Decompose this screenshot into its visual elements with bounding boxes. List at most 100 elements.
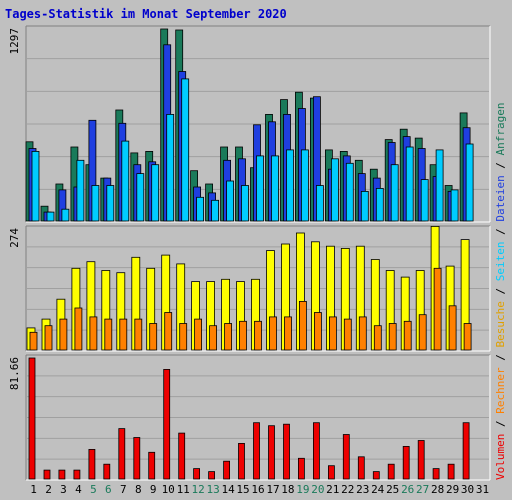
bar-seiten-day-18 [286, 149, 294, 222]
bar-volumen-day-23 [357, 456, 365, 480]
bar-volumen-day-8 [133, 437, 141, 480]
bar-seiten-day-30 [465, 143, 474, 222]
x-tick-label: 2 [45, 483, 52, 496]
panel-top: 1297 [8, 25, 491, 223]
x-tick-label: 16 [251, 483, 264, 496]
bar-seiten-day-19 [300, 149, 309, 222]
bar-volumen-day-6 [103, 463, 111, 480]
bar-volumen-day-21 [327, 465, 335, 480]
bar-rechner-day-21 [328, 316, 337, 351]
x-tick-label: 24 [371, 483, 385, 496]
x-tick-label: 9 [150, 483, 157, 496]
bar-volumen-day-27 [417, 440, 425, 480]
x-tick-label: 28 [431, 483, 444, 496]
x-tick-label: 21 [326, 483, 339, 496]
legend-item-volumen: Volumen [494, 434, 507, 480]
bar-seiten-day-26 [405, 146, 414, 222]
bar-rechner-day-13 [209, 325, 218, 351]
bar-rechner-day-11 [179, 323, 188, 351]
bar-volumen-day-28 [432, 468, 440, 480]
legend-item-rechner: Rechner [494, 367, 507, 414]
bar-seiten-day-13 [211, 199, 220, 222]
panel-bottom: 81.66 [8, 354, 491, 481]
bar-volumen-day-12 [193, 468, 201, 480]
bar-volumen-day-13 [208, 471, 216, 480]
legend-separator: / [494, 222, 507, 242]
bar-volumen-day-16 [253, 422, 260, 480]
legend-separator: / [494, 414, 507, 434]
bar-rechner-day-20 [313, 312, 322, 351]
bar-volumen-day-17 [268, 425, 275, 480]
bar-rechner-day-18 [284, 316, 292, 351]
bar-seiten-day-10 [166, 114, 175, 222]
bar-rechner-day-10 [164, 312, 173, 351]
bar-volumen-day-3 [58, 469, 66, 480]
x-tick-label: 10 [162, 483, 175, 496]
legend-separator: / [494, 348, 507, 368]
bar-volumen-day-30 [462, 422, 470, 480]
x-tick-label: 30 [461, 483, 474, 496]
x-tick-label: 5 [90, 483, 97, 496]
bar-rechner-day-25 [388, 323, 397, 351]
bar-rechner-day-8 [134, 318, 143, 351]
x-tick-label: 22 [341, 483, 354, 496]
bar-seiten-day-22 [345, 162, 354, 222]
x-tick-label: 20 [311, 483, 324, 496]
bar-rechner-day-23 [358, 316, 367, 351]
series-volumen [28, 357, 470, 480]
bar-seiten-day-1 [31, 150, 40, 222]
chart-panels: 1297 274 81.66 [8, 25, 491, 481]
bar-volumen-day-15 [238, 442, 245, 480]
bar-volumen-day-29 [447, 463, 455, 480]
bar-rechner-day-9 [149, 323, 158, 351]
x-tick-label: 15 [236, 483, 249, 496]
bar-rechner-day-24 [373, 325, 382, 351]
bar-seiten-day-9 [151, 164, 160, 222]
bar-volumen-day-20 [312, 422, 320, 480]
x-tick-label: 26 [401, 483, 414, 496]
x-tick-label: 23 [356, 483, 369, 496]
bar-volumen-day-10 [163, 368, 171, 480]
bar-volumen-day-18 [283, 423, 290, 480]
bar-seiten-day-5 [91, 185, 100, 222]
x-tick-label: 18 [281, 483, 294, 496]
bar-seiten-day-24 [375, 187, 384, 222]
bar-rechner-day-28 [433, 267, 442, 351]
bar-rechner-day-14 [224, 323, 233, 351]
legend-item-seiten: Seiten [494, 242, 507, 282]
bar-seiten-day-7 [121, 140, 130, 222]
bar-volumen-day-7 [118, 428, 126, 480]
bar-seiten-day-16 [256, 155, 264, 222]
bar-seiten-day-25 [390, 164, 399, 222]
chart-legend: Volumen / Rechner / Besuche / Seiten / D… [494, 102, 507, 480]
bar-volumen-day-26 [402, 445, 410, 480]
x-tick-label: 6 [105, 483, 112, 496]
bar-seiten-day-29 [450, 189, 459, 222]
chart-title: Tages-Statistik im Monat September 2020 [5, 7, 287, 21]
x-tick-label: 29 [446, 483, 459, 496]
legend-separator: / [494, 155, 507, 175]
bar-seiten-day-20 [315, 185, 324, 222]
series-rechner [29, 267, 472, 351]
bar-rechner-day-30 [463, 323, 472, 351]
bar-volumen-day-14 [223, 460, 231, 480]
bar-rechner-day-2 [44, 325, 53, 351]
bar-seiten-day-2 [46, 211, 55, 222]
x-tick-label: 8 [135, 483, 142, 496]
x-tick-label: 17 [266, 483, 279, 496]
y-max-label: 274 [8, 228, 21, 248]
x-tick-label: 31 [476, 483, 489, 496]
x-tick-label: 25 [386, 483, 399, 496]
x-tick-label: 4 [75, 483, 82, 496]
bar-seiten-day-11 [181, 78, 190, 222]
y-max-label: 1297 [8, 28, 21, 55]
bar-rechner-day-15 [239, 320, 247, 351]
x-tick-label: 7 [120, 483, 127, 496]
x-tick-label: 11 [177, 483, 190, 496]
bar-seiten-day-21 [330, 158, 339, 222]
bar-seiten-day-12 [196, 196, 205, 222]
x-tick-label: 19 [296, 483, 309, 496]
bar-volumen-day-4 [73, 469, 81, 480]
bar-seiten-day-27 [420, 179, 429, 222]
legend-text: Volumen / Rechner / Besuche / Seiten / D… [494, 102, 507, 480]
